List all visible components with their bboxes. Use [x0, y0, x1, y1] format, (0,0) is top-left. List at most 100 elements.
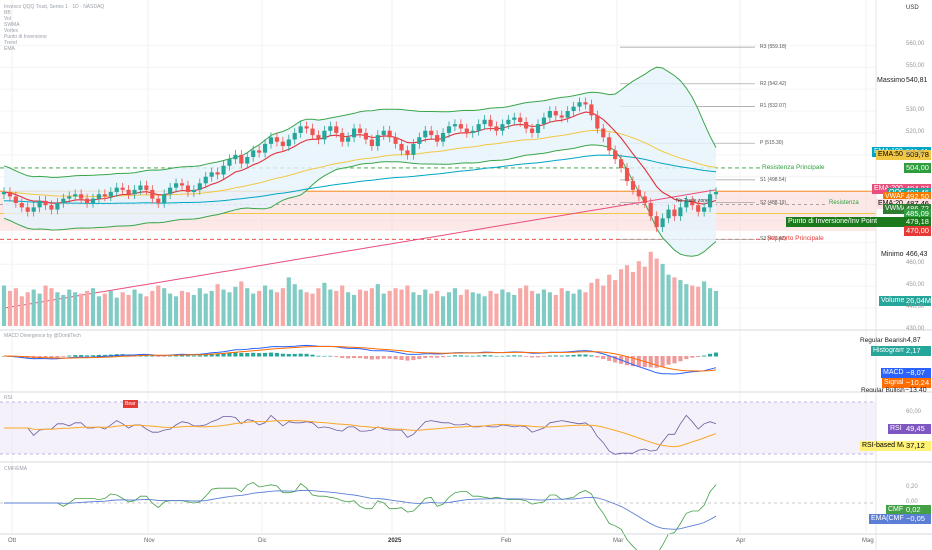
volume-bar: [79, 293, 84, 326]
candle-body: [7, 192, 13, 197]
volume-bar: [613, 280, 618, 326]
macd-histogram-bar: [583, 354, 588, 357]
volume-bar: [624, 265, 630, 326]
candle-body: [618, 159, 624, 168]
candle-body: [702, 207, 707, 212]
candle-body: [381, 130, 386, 136]
macd-histogram-bar: [666, 356, 671, 365]
macd-histogram-bar: [262, 352, 268, 357]
macd-histogram-bar: [49, 356, 54, 358]
macd-histogram-bar: [274, 352, 280, 357]
candle-body: [387, 130, 392, 138]
macd-histogram-bar: [375, 356, 380, 360]
macd-histogram-bar: [304, 353, 309, 357]
price-tag-label: VWAP: [883, 192, 906, 203]
volume-bar: [310, 293, 315, 326]
macd-histogram-bar: [500, 355, 505, 357]
volume-bar: [399, 289, 404, 326]
cmf-tick: 0,00: [906, 499, 918, 505]
volume-bar: [547, 292, 552, 326]
candle-body: [577, 102, 582, 107]
pivot-label: R1 (532.07): [760, 103, 787, 110]
candle-body: [648, 202, 653, 217]
volume-bar: [1, 285, 7, 326]
candle-body: [316, 135, 321, 140]
macd-histogram-bar: [630, 356, 636, 367]
volume-bar: [713, 290, 719, 326]
header-line: Punto di Inversione: [4, 34, 47, 40]
volume-bar: [470, 292, 475, 326]
candle-body: [429, 130, 434, 136]
volume-bar: [37, 293, 42, 326]
candle-body: [642, 196, 647, 203]
volume-bar: [280, 288, 285, 326]
macd-histogram-bar: [452, 355, 458, 357]
candle-body: [440, 132, 446, 142]
candle-body: [90, 198, 96, 203]
volume-bar: [316, 288, 321, 326]
macd-histogram-bar: [298, 353, 303, 357]
time-axis-tick: Mag: [862, 538, 874, 544]
volume-bar: [518, 288, 523, 326]
candle-body: [524, 121, 529, 129]
candle-body: [529, 128, 535, 133]
macd-panel: [1, 344, 719, 375]
volume-bar: [464, 289, 469, 326]
rsi-ma-tag: RSI-based MA: [860, 441, 910, 451]
candle-body: [221, 165, 226, 175]
time-axis-tick: 2025: [388, 538, 402, 544]
macd-histogram-bar: [482, 355, 487, 357]
volume-bar: [381, 293, 386, 326]
volume-bar: [524, 285, 529, 326]
candle-body: [185, 185, 191, 193]
candle-body: [553, 111, 558, 116]
candle-body: [114, 187, 119, 193]
candle-body: [636, 189, 641, 197]
header-line: Trend: [4, 40, 17, 46]
candle-body: [49, 205, 54, 210]
candle-body: [452, 124, 458, 127]
candle-body: [375, 135, 380, 147]
candle-body: [346, 137, 351, 142]
price-tag-value: 485,09: [904, 208, 931, 219]
volume-bar: [162, 288, 167, 326]
macd-histogram-bar: [684, 356, 689, 360]
price-tag-value: 492,50: [904, 192, 931, 203]
candles: [1, 97, 719, 232]
candle-body: [280, 141, 285, 147]
candle-body: [257, 150, 262, 153]
header-line: SWMA: [4, 22, 20, 28]
macd-histogram-bar: [595, 356, 600, 358]
volume-bar: [114, 297, 119, 326]
volume-tag-label: Volume: [879, 296, 907, 306]
volume-bar: [506, 292, 511, 326]
rsi-ma-value: 37,12: [904, 441, 931, 451]
macd-histogram-bar: [73, 355, 78, 357]
candle-body: [79, 194, 84, 199]
volume-bar: [488, 290, 493, 326]
volume-bar: [262, 285, 268, 326]
candle-body: [589, 104, 594, 116]
volume-bar: [55, 292, 60, 326]
signal-line: [3, 346, 717, 372]
candle-body: [500, 124, 505, 131]
macd-histogram-bar: [25, 356, 30, 359]
macd-histogram-bar: [607, 356, 612, 361]
candle-body: [43, 200, 48, 206]
volume-bar: [138, 293, 143, 326]
volume-bar: [702, 281, 707, 326]
macd-histogram-bar: [203, 354, 208, 357]
candle-body: [67, 196, 72, 199]
volume-bar: [25, 292, 30, 326]
volume-bar: [369, 288, 374, 326]
candle-body: [630, 181, 636, 190]
volume-bar: [156, 285, 161, 326]
volume-bar: [251, 293, 256, 326]
macd-histogram-bar: [529, 356, 535, 358]
volume-bar: [19, 296, 24, 326]
candle-body: [399, 143, 404, 151]
candle-body: [1, 192, 7, 195]
macd-histogram-bar: [191, 355, 196, 357]
volume-bar: [577, 289, 582, 326]
